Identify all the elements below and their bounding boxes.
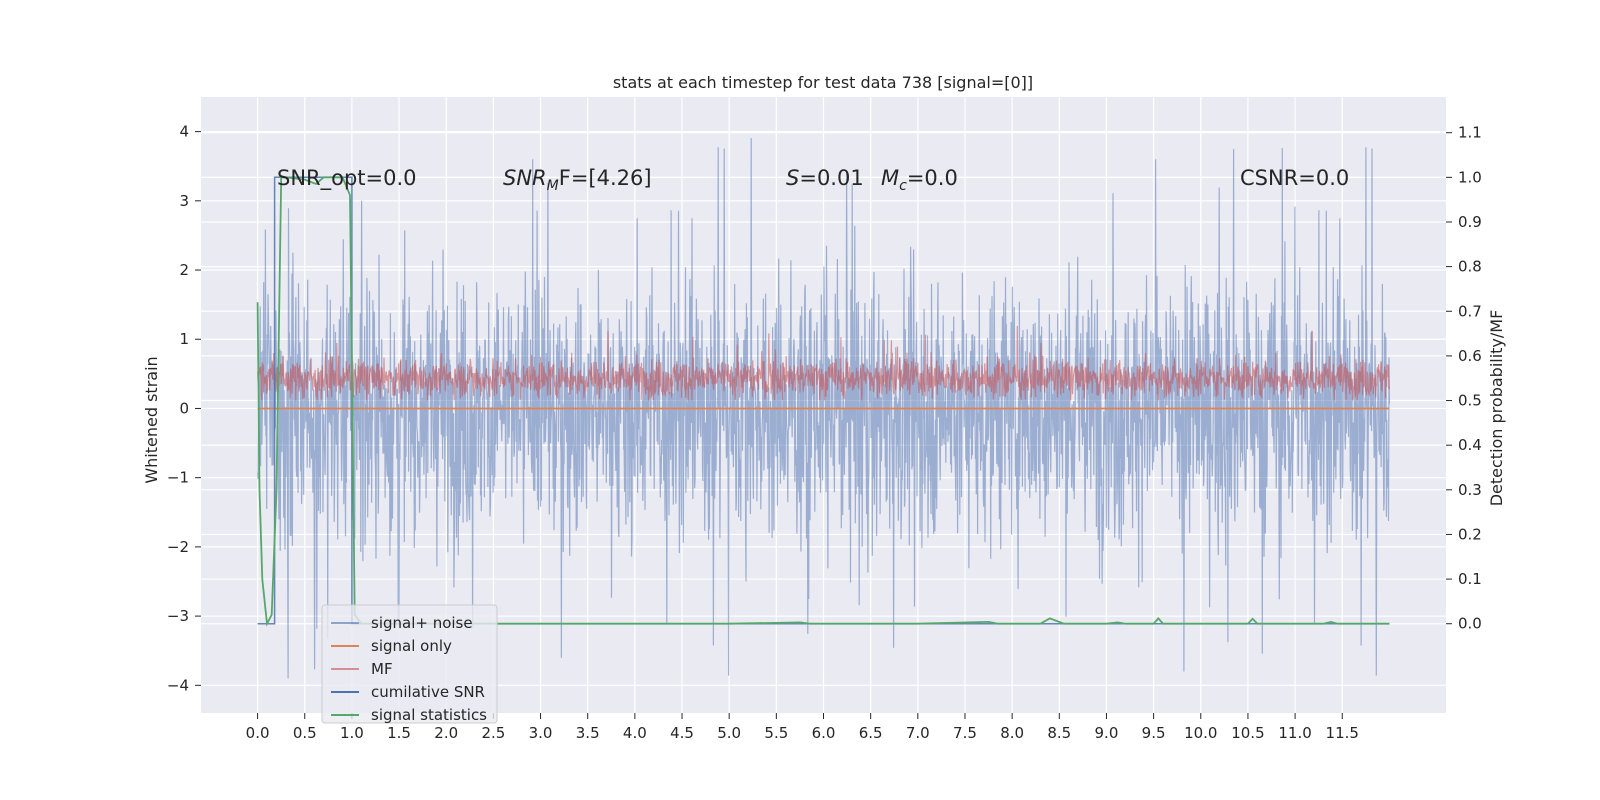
x-tick-label: 9.5 (1142, 724, 1166, 742)
y-right-tick-label: 0.9 (1458, 213, 1482, 231)
annotation-s: S=0.01 (786, 166, 864, 190)
mc-value: =0.0 (907, 166, 958, 190)
y-right-tick-label: 0.7 (1458, 302, 1482, 320)
y-right-tick-label: 0.8 (1458, 258, 1482, 276)
y-left-tick-label: 0 (179, 399, 189, 417)
series-mf (257, 325, 1390, 401)
y-left-tick-label: 2 (179, 261, 189, 279)
x-tick-label: 3.0 (529, 724, 553, 742)
y-right-tick-label: 0.5 (1458, 392, 1482, 410)
y-ticks-left: 4 3 2 1 0 −1 −2 −3 −4 (167, 123, 201, 694)
x-ticks: 0.0 0.5 1.0 1.5 2.0 2.5 3.0 3.5 4.0 4.5 5.0 5.5 6.0 6… (246, 713, 1359, 742)
y-right-tick-label: 1.0 (1458, 168, 1482, 186)
x-tick-label: 2.0 (434, 724, 458, 742)
y-left-tick-label: 4 (179, 123, 189, 141)
legend-label-mf: MF (371, 660, 393, 678)
x-tick-label: 4.5 (670, 724, 694, 742)
chart-title: stats at each timestep for test data 738… (613, 73, 1033, 92)
x-tick-label: 8.5 (1047, 724, 1071, 742)
x-tick-label: 11.5 (1326, 724, 1359, 742)
s-symbol: S (786, 166, 799, 190)
annotation-mc: Mc=0.0 (881, 166, 958, 194)
y-right-tick-label: 0.4 (1458, 436, 1482, 454)
y-left-tick-label: −1 (167, 469, 189, 487)
y-left-tick-label: −2 (167, 538, 189, 556)
x-tick-label: 5.5 (764, 724, 788, 742)
mc-main: M (881, 166, 899, 190)
x-tick-label: 1.0 (340, 724, 364, 742)
x-tick-label: 7.5 (953, 724, 977, 742)
x-tick-label: 1.5 (387, 724, 411, 742)
y-axis-label-right: Detection probability/MF (1487, 310, 1506, 507)
x-tick-label: 9.0 (1095, 724, 1119, 742)
x-tick-label: 6.5 (859, 724, 883, 742)
x-tick-label: 7.0 (906, 724, 930, 742)
x-tick-label: 8.0 (1000, 724, 1024, 742)
x-tick-label: 5.0 (717, 724, 741, 742)
y-right-tick-label: 1.1 (1458, 124, 1482, 142)
x-tick-label: 3.5 (576, 724, 600, 742)
series-signal-statistics (256, 176, 1390, 627)
legend-label-signal-noise: signal+ noise (371, 614, 473, 632)
x-tick-label: 11.0 (1278, 724, 1311, 742)
legend-box (321, 604, 498, 724)
y-right-tick-label: 0.3 (1458, 481, 1482, 499)
legend: signal+ noise signal only MF cumilative SNR… (321, 604, 498, 724)
y-right-tick-label: 0.1 (1458, 570, 1482, 588)
annotation-csnr: CSNR=0.0 (1240, 166, 1349, 190)
annotations: SNR_opt=0.0 SNRMF=[4.26] S=0.01 Mc=0.0 C… (277, 166, 1349, 194)
x-tick-label: 0.5 (293, 724, 317, 742)
annotation-snr-opt: SNR_opt=0.0 (277, 166, 417, 191)
x-tick-label: 4.0 (623, 724, 647, 742)
x-tick-label: 10.0 (1184, 724, 1217, 742)
x-tick-label: 6.0 (812, 724, 836, 742)
y-right-tick-label: 0.2 (1458, 525, 1482, 543)
annotation-snr-mf: SNRMF=[4.26] (503, 166, 652, 194)
legend-label-signal-only: signal only (371, 637, 452, 655)
y-right-tick-label: 0.6 (1458, 347, 1482, 365)
y-left-tick-label: 1 (179, 330, 189, 348)
y-left-tick-label: −3 (167, 607, 189, 625)
y-ticks-right: 1.1 1.0 0.9 0.8 0.7 0.6 0.5 0.4 0.3 0.2 0.1 0.0 (1446, 124, 1482, 633)
mc-sub: c (899, 178, 907, 194)
s-value: =0.01 (799, 166, 863, 190)
legend-label-cumilative-snr: cumilative SNR (371, 683, 485, 701)
x-tick-label: 10.5 (1231, 724, 1264, 742)
snr-mf-value: F=[4.26] (559, 166, 652, 190)
y-left-tick-label: 3 (179, 192, 189, 210)
snr-mf-main: SNR (503, 166, 547, 190)
y-axis-label-left: Whitened strain (142, 356, 161, 483)
series-layer (256, 137, 1390, 679)
snr-mf-sub: M (547, 178, 559, 194)
y-right-tick-label: 0.0 (1458, 615, 1482, 633)
x-tick-label: 2.5 (481, 724, 505, 742)
legend-label-signal-statistics: signal statistics (371, 706, 487, 724)
y-left-tick-label: −4 (167, 676, 189, 694)
x-tick-label: 0.0 (246, 724, 270, 742)
